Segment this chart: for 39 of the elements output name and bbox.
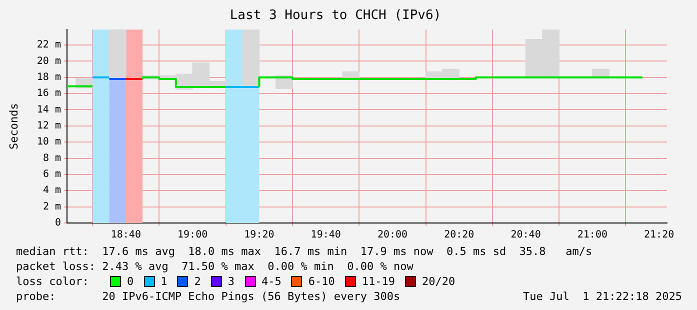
y-axis-title: Seconds [7, 103, 20, 150]
y-tick-label: 10 m [36, 136, 61, 148]
y-tick-label: 8 m [42, 152, 61, 164]
x-tick-label: 21:00 [577, 230, 608, 241]
text: 0 [127, 274, 134, 289]
text: 20/20 [422, 274, 456, 289]
x-tick-label: 20:00 [377, 230, 408, 241]
text: 3 [228, 274, 234, 289]
bar [342, 71, 360, 78]
y-tick-label: 4 m [42, 185, 61, 196]
text: probe: 20 IPv6-ICMP Echo Pings (56 Bytes) every 300s [16, 289, 400, 304]
text: median rtt: 17.6 ms avg 18.0 ms max 16.7 ms min 17.9 ms now 0.5 ms sd 35.8 am/s [16, 244, 594, 259]
text: 11-19 [362, 274, 395, 289]
y-tick-label: 20 m [36, 56, 61, 67]
y-tick-label: 18 m [36, 72, 61, 83]
y-tick-label: 12 m [36, 120, 61, 132]
y-tick-label: 0 [54, 218, 61, 229]
y-tick-label: 2 m [42, 201, 61, 212]
bar [242, 30, 260, 88]
x-tick-label: 18:40 [110, 230, 141, 241]
y-tick-label: 16 m [36, 88, 61, 100]
x-tick-label: 19:20 [244, 230, 274, 241]
x-tick-label: 19:40 [310, 230, 341, 241]
chart-title: Last 3 Hours to CHCH (IPv6) [230, 8, 442, 24]
x-tick-label: 20:40 [510, 230, 541, 241]
x-tick-label: 21:20 [644, 230, 674, 241]
text: 6-10 [308, 274, 335, 289]
text: packet loss: 2.43 % avg 71.50 % max 0.00 % min 0.00 % now [16, 259, 414, 274]
text: Tue Jul 1 21:22:18 2025 [523, 289, 682, 304]
text: 1 [160, 274, 168, 289]
y-tick-label: 6 m [42, 169, 61, 180]
y-tick-label: 22 m [36, 40, 61, 51]
x-tick-label: 20:20 [444, 230, 474, 241]
bar [108, 30, 126, 78]
text: loss color: [16, 274, 90, 289]
text: 2 [194, 274, 201, 289]
x-tick-label: 19:00 [178, 230, 208, 241]
text: 4-5 [262, 274, 282, 289]
y-tick-label: 14 m [36, 104, 61, 116]
